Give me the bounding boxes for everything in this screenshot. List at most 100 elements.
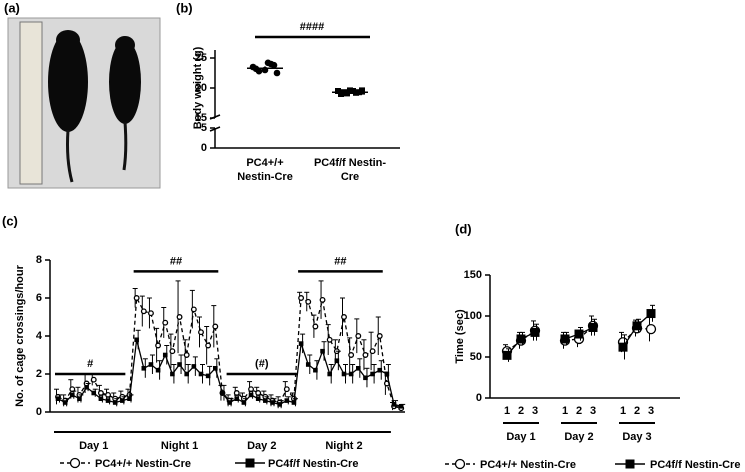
- marker: [77, 396, 82, 401]
- y-tick-label: 0: [476, 392, 482, 404]
- marker: [291, 400, 297, 405]
- y-tick-label: 0: [201, 142, 207, 154]
- marker: [283, 386, 290, 393]
- point: [264, 59, 272, 67]
- y-axis-label: Time (sec): [454, 309, 466, 364]
- period-label: Day 3: [622, 431, 651, 443]
- x-tick-label: 3: [648, 405, 654, 417]
- y-axis-label: Body weight (g): [192, 46, 204, 129]
- point: [359, 87, 365, 94]
- x-tick-label: PC4+/+: [246, 157, 283, 169]
- marker: [305, 298, 312, 305]
- legend-label: PC4f/f Nestin-Cre: [268, 458, 358, 470]
- annotation: ####: [300, 21, 324, 33]
- period-label: Day 1: [79, 440, 108, 452]
- annotation: #: [87, 358, 93, 370]
- marker: [162, 319, 169, 326]
- x-tick-label: 1: [562, 405, 568, 417]
- marker: [632, 321, 642, 331]
- marker: [255, 396, 261, 401]
- marker: [198, 371, 204, 377]
- marker: [516, 334, 526, 344]
- x-tick-label: Cre: [341, 171, 359, 183]
- marker: [184, 371, 189, 377]
- marker: [370, 371, 375, 377]
- marker: [384, 371, 390, 377]
- marker: [227, 400, 232, 405]
- marker: [645, 323, 657, 335]
- marker: [241, 400, 247, 405]
- point: [273, 69, 281, 77]
- x-tick-label: 3: [590, 405, 596, 417]
- y-tick-label: 8: [36, 254, 42, 266]
- marker: [205, 342, 212, 349]
- marker: [112, 400, 118, 405]
- marker: [62, 400, 68, 405]
- marker: [134, 337, 139, 343]
- marker: [327, 371, 332, 377]
- y-tick-label: 50: [470, 351, 482, 363]
- legend-label: PC4+/+ Nestin-Cre: [480, 459, 576, 471]
- marker: [284, 398, 290, 403]
- axis-break: [209, 126, 221, 132]
- annotation: (#): [255, 358, 269, 370]
- marker: [263, 398, 268, 403]
- mouse-tail: [122, 121, 128, 171]
- y-axis-label: No. of cage crossings/hour: [14, 264, 26, 407]
- marker: [646, 309, 656, 319]
- marker: [312, 323, 319, 330]
- period-label: Day 1: [506, 431, 535, 443]
- marker: [245, 458, 255, 468]
- x-tick-label: 3: [532, 405, 538, 417]
- marker: [530, 327, 540, 337]
- marker: [588, 322, 598, 332]
- marker: [155, 342, 162, 349]
- marker: [363, 375, 368, 381]
- y-tick-label: 20: [195, 82, 207, 94]
- marker: [398, 404, 404, 409]
- marker: [248, 392, 254, 398]
- marker: [147, 310, 154, 317]
- marker: [341, 371, 347, 377]
- y-tick-label: 15: [195, 112, 207, 124]
- marker: [502, 350, 512, 360]
- point: [270, 61, 278, 69]
- y-tick-label: 4: [36, 330, 43, 342]
- marker: [191, 364, 197, 369]
- legend-label: PC4f/f Nestin-Cre: [650, 459, 740, 471]
- panel-label: (b): [176, 0, 193, 15]
- marker: [70, 392, 75, 398]
- marker: [326, 336, 333, 343]
- period-label: Night 1: [161, 440, 198, 452]
- marker: [362, 352, 369, 358]
- marker: [120, 398, 125, 403]
- marker: [183, 352, 190, 358]
- marker: [334, 358, 340, 363]
- marker: [90, 376, 97, 383]
- marker: [55, 396, 61, 401]
- marker: [234, 396, 240, 401]
- panel-label: (c): [2, 213, 18, 228]
- marker: [341, 314, 347, 320]
- marker: [98, 396, 104, 401]
- marker: [298, 341, 304, 346]
- marker: [277, 402, 282, 407]
- marker: [190, 306, 197, 313]
- mouse-head: [115, 36, 135, 54]
- period-label: Day 2: [564, 431, 593, 443]
- marker: [356, 366, 361, 371]
- marker: [348, 352, 355, 358]
- marker: [320, 348, 325, 354]
- mouse-head: [56, 30, 80, 50]
- marker: [313, 367, 318, 373]
- marker: [155, 367, 161, 373]
- y-tick-label: 100: [464, 310, 482, 322]
- x-tick-label: PC4f/f Nestin-: [314, 157, 386, 169]
- x-tick-label: 1: [620, 405, 626, 417]
- y-tick-label: 2: [36, 368, 42, 380]
- mouse-tail: [66, 129, 74, 183]
- y-tick-label: 5: [201, 122, 207, 134]
- marker: [625, 459, 635, 469]
- marker: [369, 348, 376, 355]
